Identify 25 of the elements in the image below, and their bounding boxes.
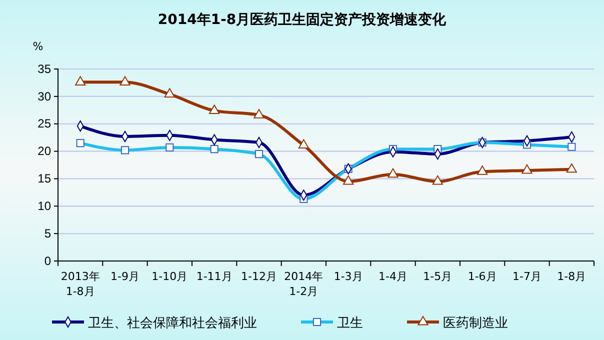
y-tick-label: 10 <box>38 198 52 213</box>
x-tick-label: 1-9月 <box>110 270 140 283</box>
y-tick-label: 30 <box>38 89 52 104</box>
x-tick-label: 1-3月 <box>334 270 363 283</box>
legend-label: 卫生 <box>337 316 363 331</box>
y-axis-title: % <box>32 40 44 53</box>
x-tick-label: 1-6月 <box>468 270 497 283</box>
x-tick-label: 1-12月 <box>241 270 277 283</box>
x-tick-label: 2013年 1-8月 <box>60 270 100 298</box>
x-tick-label: 1-10月 <box>152 270 188 283</box>
x-tick-label: 1-11月 <box>196 270 232 283</box>
x-tick-label: 1-7月 <box>512 270 542 283</box>
y-tick-label: 20 <box>38 144 52 158</box>
y-tick-label: 15 <box>38 172 52 186</box>
x-tick-label: 2014年 1-2月 <box>284 270 324 298</box>
y-tick-label: 0 <box>44 254 52 268</box>
x-tick-label: 1-8月 <box>557 270 586 283</box>
legend-label: 卫生、社会保障和社会福利业 <box>88 316 257 331</box>
legend-label: 医药制造业 <box>443 316 508 331</box>
chart-title: 2014年1-8月医药卫生固定资产投资增速变化 <box>158 11 448 28</box>
y-tick-label: 5 <box>44 226 52 240</box>
y-tick-label: 35 <box>38 62 52 76</box>
x-tick-label: 1-4月 <box>378 270 408 283</box>
y-tick-label: 25 <box>38 116 52 131</box>
x-tick-label: 1-5月 <box>423 270 452 283</box>
